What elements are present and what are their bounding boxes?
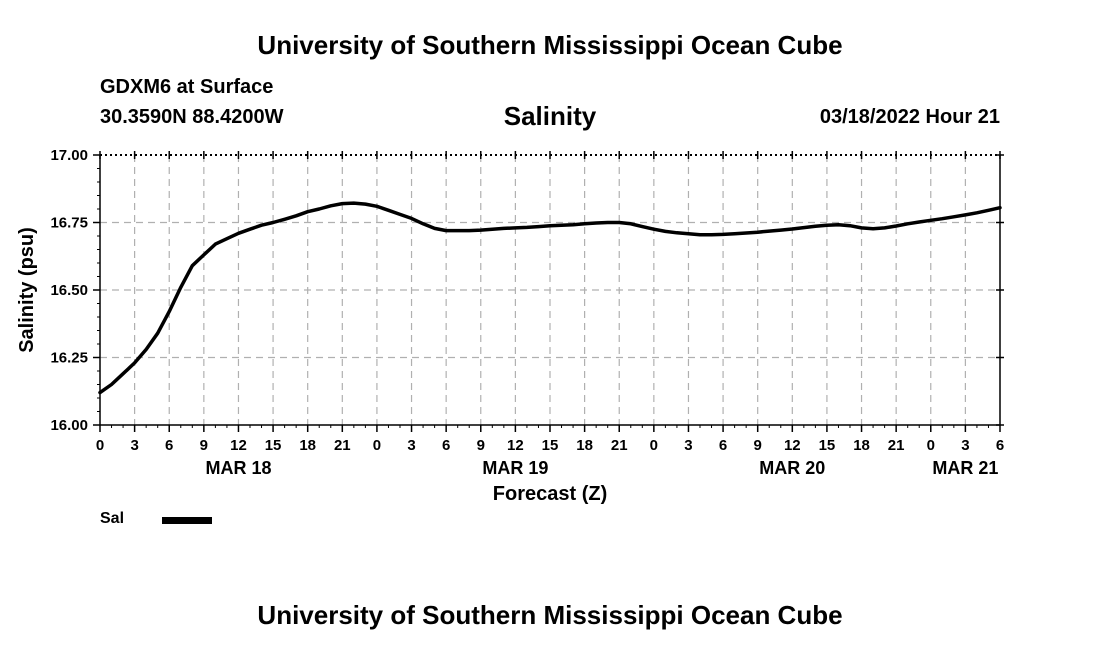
y-axis-title: Salinity (psu)	[16, 227, 38, 353]
x-tick-label: 15	[819, 437, 836, 454]
legend-line-swatch	[162, 517, 212, 524]
x-tick-label: 12	[784, 437, 801, 454]
x-tick-label: 3	[684, 437, 692, 454]
x-tick-label: 6	[442, 437, 450, 454]
footer-title: University of Southern Mississippi Ocean…	[257, 600, 843, 630]
y-tick-label: 16.50	[50, 282, 88, 299]
x-tick-label: 0	[927, 437, 935, 454]
x-tick-label: 9	[477, 437, 485, 454]
y-tick-label: 16.00	[50, 417, 88, 434]
x-tick-label: 21	[334, 437, 351, 454]
x-tick-label: 21	[888, 437, 905, 454]
x-tick-label: 3	[130, 437, 138, 454]
x-tick-label: 9	[754, 437, 762, 454]
legend-label: Sal	[100, 510, 125, 527]
x-tick-label: 21	[611, 437, 628, 454]
y-tick-label: 16.75	[50, 215, 88, 232]
x-tick-label: 18	[299, 437, 316, 454]
x-tick-label: 0	[96, 437, 104, 454]
x-tick-label: 18	[853, 437, 870, 454]
series-layer	[98, 201, 1002, 395]
x-tick-label: 12	[230, 437, 247, 454]
x-axis-title: Forecast (Z)	[493, 483, 607, 505]
x-tick-label: 6	[996, 437, 1004, 454]
x-tick-label: 6	[165, 437, 173, 454]
x-tick-label: 12	[507, 437, 524, 454]
date-label: MAR 21	[932, 458, 998, 478]
series-line-sal	[98, 201, 1002, 395]
x-tick-label: 0	[373, 437, 381, 454]
station-coordinates: 30.3590N 88.4200W	[100, 106, 284, 128]
axes-layer: 0 3 6 9 12 15 18 21 0 3 6 9 12 15 18 21 0 3 6 9 12 15 18 21 0 3 6 1…	[50, 147, 1004, 478]
x-tick-label: 3	[961, 437, 969, 454]
page-title: University of Southern Mississippi Ocean…	[257, 30, 843, 60]
y-tick-label: 17.00	[50, 147, 88, 164]
grid-layer	[100, 155, 1000, 425]
date-label: MAR 18	[205, 458, 271, 478]
y-tick-label: 16.25	[50, 350, 88, 367]
date-label: MAR 20	[759, 458, 825, 478]
x-tick-label: 15	[542, 437, 559, 454]
chart-title: Salinity	[503, 101, 597, 131]
station-label: GDXM6 at Surface	[100, 76, 274, 98]
x-tick-label: 3	[407, 437, 415, 454]
x-tick-label: 6	[719, 437, 727, 454]
x-tick-label: 15	[265, 437, 282, 454]
x-tick-label: 9	[200, 437, 208, 454]
x-tick-label: 18	[576, 437, 593, 454]
forecast-datetime: 03/18/2022 Hour 21	[819, 106, 1000, 128]
x-tick-label: 0	[650, 437, 658, 454]
date-label: MAR 19	[482, 458, 548, 478]
